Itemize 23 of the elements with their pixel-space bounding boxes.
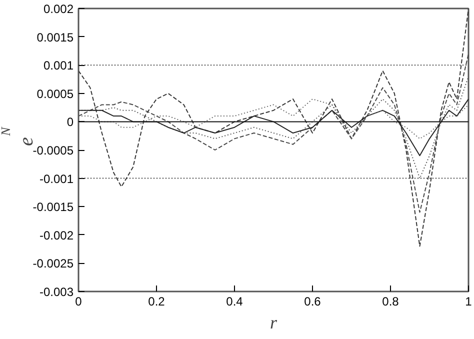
y-tick-label: -0.0015 — [32, 200, 74, 214]
x-tick-label: 0.6 — [304, 294, 322, 308]
x-tick-label: 0.2 — [148, 294, 166, 308]
y-tick-label: 0.0005 — [36, 86, 74, 101]
line-series — [78, 98, 468, 156]
y-tick-label: 0.0015 — [36, 30, 74, 44]
x-tick-label: 0.4 — [226, 294, 244, 308]
y-tick-label: 0.002 — [43, 2, 74, 16]
x-tick-label: 0.8 — [382, 294, 400, 308]
y-tick-label: -0.002 — [39, 228, 74, 242]
y-tick-label: 0 — [66, 115, 74, 130]
line-series — [78, 8, 468, 247]
y-axis-title: eN — [0, 126, 38, 146]
y-tick-label: 0.001 — [43, 58, 74, 73]
x-tick-label: 0 — [75, 294, 82, 308]
line-series — [78, 98, 468, 140]
x-axis-title: r — [270, 312, 278, 332]
y-tick-label: -0.003 — [39, 285, 74, 299]
x-tick-label: 1 — [465, 294, 472, 308]
y-tick-label: -0.0005 — [32, 144, 74, 158]
line-series — [78, 53, 468, 213]
y-tick-label: -0.001 — [39, 172, 74, 186]
y-tick-label: -0.0025 — [32, 256, 74, 271]
